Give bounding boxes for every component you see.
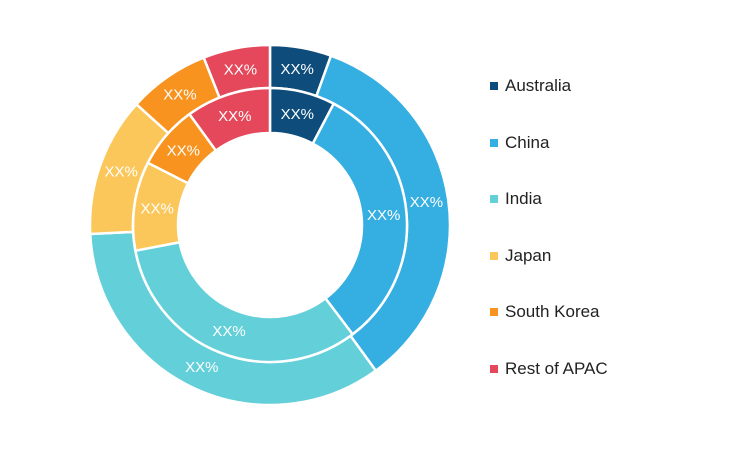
inner-ring [131, 86, 409, 364]
outer-slice-label-australia: XX% [280, 61, 313, 78]
donut-chart: XX% XX% XX% XX% XX% XX% XX% XX% XX% XX% XX% XX% [88, 43, 452, 407]
legend-item-rest-of-apac: Rest of APAC [490, 359, 608, 416]
inner-slice-rest-of-apac [188, 86, 272, 152]
legend-label-japan: Japan [505, 245, 552, 265]
outer-slice-label-rest-of-apac: XX% [224, 61, 257, 78]
legend-item-australia: Australia [490, 76, 608, 133]
legend-label-rest-of-apac: Rest of APAC [505, 358, 608, 378]
inner-slice-label-japan: XX% [140, 200, 173, 217]
legend-label-india: India [505, 189, 542, 208]
legend-label-south-korea: South Korea [505, 302, 600, 321]
legend-swatch-rest-of-apac [490, 364, 498, 373]
outer-slice-label-south-korea: XX% [163, 87, 196, 104]
outer-slice-label-japan: XX% [104, 163, 137, 180]
inner-slice-label-china: XX% [367, 207, 400, 224]
legend-swatch-japan [490, 251, 498, 260]
legend-swatch-south-korea [490, 308, 498, 316]
inner-slice-china [311, 102, 409, 336]
legend: Australia China India Japan South Korea Rest … [490, 76, 608, 415]
legend-label-china: China [505, 132, 550, 152]
legend-item-south-korea: South Korea [490, 302, 608, 359]
legend-item-india: India [490, 189, 608, 246]
inner-slice-label-australia: XX% [281, 106, 314, 123]
inner-slice-label-rest-of-apac: XX% [218, 108, 251, 125]
legend-item-japan: Japan [490, 246, 608, 303]
inner-slice-label-south-korea: XX% [167, 142, 200, 159]
legend-swatch-india [490, 195, 498, 203]
outer-slice-label-india: XX% [185, 359, 218, 376]
legend-label-australia: Australia [505, 76, 572, 95]
slice-labels: XX% XX% XX% XX% XX% XX% XX% XX% XX% XX% XX% XX% [104, 61, 443, 376]
outer-slice-label-china: XX% [410, 194, 443, 211]
legend-swatch-australia [490, 82, 498, 90]
legend-item-china: China [490, 133, 608, 190]
legend-swatch-china [490, 138, 498, 147]
inner-slice-label-india: XX% [212, 323, 245, 340]
inner-slice-india [134, 240, 354, 364]
